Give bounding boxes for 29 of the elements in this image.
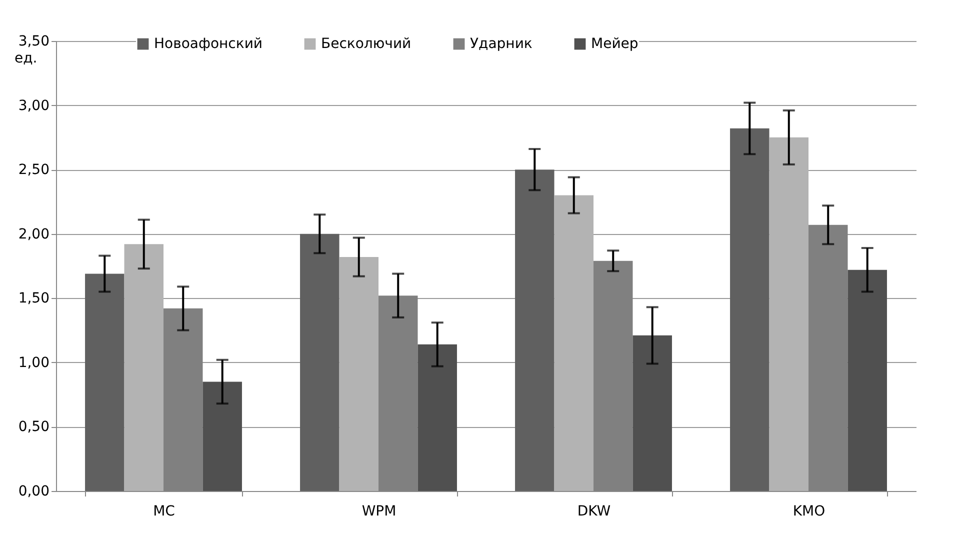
bar [85, 274, 124, 491]
y-tick-label: 0,00 [18, 484, 50, 500]
y-axis-title: ед. [14, 50, 38, 66]
bar [300, 234, 340, 491]
y-tick-label: 3,50 [18, 34, 50, 50]
legend-label: Ударник [470, 36, 532, 52]
bar [418, 344, 457, 491]
y-tick-label: 2,50 [18, 162, 50, 178]
x-tick-label: MC [153, 504, 176, 520]
y-tick-label: 2,00 [18, 226, 50, 242]
bar [848, 270, 887, 491]
y-tick-label: 1,50 [18, 290, 50, 307]
y-tick-label: 1,00 [18, 354, 50, 371]
bar [124, 244, 164, 491]
bar [554, 195, 594, 491]
y-tick-label: 0,50 [18, 419, 50, 436]
y-tick-label: 3,00 [18, 98, 50, 114]
bar [632, 335, 672, 491]
x-tick-label: WPM [362, 504, 396, 520]
legend-label: Новоафонский [154, 36, 263, 52]
bar [769, 137, 808, 491]
legend-label: Мейер [591, 36, 638, 52]
bar [515, 170, 554, 491]
bar [202, 382, 242, 491]
legend-label: Бесколючий [321, 36, 412, 52]
x-tick-label: DKW [577, 504, 611, 520]
bar [339, 257, 378, 491]
x-tick-label: KMO [792, 504, 826, 520]
bar [730, 128, 770, 491]
